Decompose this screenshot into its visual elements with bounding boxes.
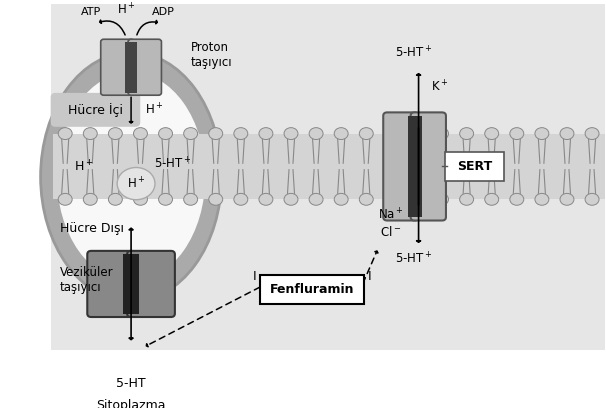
- Bar: [125, 42, 137, 93]
- Text: I: I: [253, 270, 256, 283]
- Text: H$^+$: H$^+$: [73, 159, 93, 174]
- Bar: [408, 116, 422, 217]
- Text: Fenfluramin: Fenfluramin: [270, 283, 355, 296]
- Circle shape: [159, 128, 173, 140]
- Circle shape: [284, 128, 298, 140]
- Text: 5-HT$^+$: 5-HT$^+$: [154, 156, 191, 172]
- Circle shape: [460, 128, 474, 140]
- Circle shape: [585, 128, 599, 140]
- Circle shape: [117, 168, 155, 200]
- Circle shape: [384, 128, 398, 140]
- Text: H$^+$: H$^+$: [117, 2, 135, 17]
- Text: Veziküler
taşıyıcı: Veziküler taşıyıcı: [59, 266, 113, 294]
- Circle shape: [83, 193, 97, 205]
- Circle shape: [510, 128, 524, 140]
- Circle shape: [108, 128, 122, 140]
- Circle shape: [460, 193, 474, 205]
- Circle shape: [284, 193, 298, 205]
- Circle shape: [384, 193, 398, 205]
- Circle shape: [309, 193, 323, 205]
- Circle shape: [359, 128, 373, 140]
- Text: ADP: ADP: [152, 7, 175, 17]
- Circle shape: [208, 193, 222, 205]
- Circle shape: [83, 128, 97, 140]
- Text: SERT: SERT: [457, 160, 492, 173]
- Circle shape: [560, 128, 574, 140]
- Circle shape: [58, 193, 72, 205]
- Circle shape: [309, 128, 323, 140]
- Circle shape: [58, 128, 72, 140]
- Bar: [123, 254, 139, 314]
- Text: 5-HT$^+$: 5-HT$^+$: [395, 251, 432, 266]
- Circle shape: [184, 193, 198, 205]
- Circle shape: [485, 193, 499, 205]
- Text: Hücre Dışı: Hücre Dışı: [61, 222, 124, 235]
- Circle shape: [535, 128, 549, 140]
- Circle shape: [133, 193, 147, 205]
- FancyBboxPatch shape: [261, 275, 364, 304]
- Circle shape: [259, 193, 273, 205]
- Circle shape: [410, 128, 424, 140]
- Circle shape: [334, 128, 348, 140]
- Text: Proton
taşıyıcı: Proton taşıyıcı: [191, 40, 233, 69]
- Circle shape: [535, 193, 549, 205]
- Circle shape: [159, 193, 173, 205]
- Text: ATP: ATP: [81, 7, 101, 17]
- Circle shape: [133, 128, 147, 140]
- Circle shape: [485, 128, 499, 140]
- Text: H$^+$: H$^+$: [127, 176, 145, 191]
- Circle shape: [234, 193, 248, 205]
- Text: 5-HT$^+$: 5-HT$^+$: [395, 45, 432, 61]
- Circle shape: [435, 193, 448, 205]
- Circle shape: [435, 128, 448, 140]
- FancyBboxPatch shape: [445, 152, 504, 181]
- FancyBboxPatch shape: [383, 112, 419, 220]
- Ellipse shape: [57, 72, 205, 282]
- Circle shape: [234, 128, 248, 140]
- Circle shape: [208, 128, 222, 140]
- FancyBboxPatch shape: [128, 39, 161, 95]
- Circle shape: [184, 128, 198, 140]
- FancyBboxPatch shape: [87, 251, 135, 317]
- Circle shape: [510, 193, 524, 205]
- Circle shape: [585, 193, 599, 205]
- Text: H$^+$: H$^+$: [145, 102, 164, 117]
- FancyBboxPatch shape: [101, 39, 134, 95]
- FancyBboxPatch shape: [411, 112, 446, 220]
- Circle shape: [359, 193, 373, 205]
- FancyBboxPatch shape: [127, 251, 175, 317]
- Circle shape: [334, 193, 348, 205]
- Text: Hücre İçi: Hücre İçi: [68, 103, 123, 117]
- Bar: [53, 133, 605, 200]
- Text: 5-HT: 5-HT: [116, 377, 146, 390]
- Text: Sitoplazma: Sitoplazma: [96, 399, 166, 408]
- Circle shape: [108, 193, 122, 205]
- Text: Na$^+$
Cl$^-$: Na$^+$ Cl$^-$: [378, 207, 404, 239]
- Circle shape: [560, 193, 574, 205]
- FancyBboxPatch shape: [51, 93, 140, 127]
- Text: I: I: [368, 270, 371, 283]
- Circle shape: [410, 193, 424, 205]
- Ellipse shape: [41, 52, 222, 302]
- Circle shape: [259, 128, 273, 140]
- Text: K$^+$: K$^+$: [430, 79, 448, 95]
